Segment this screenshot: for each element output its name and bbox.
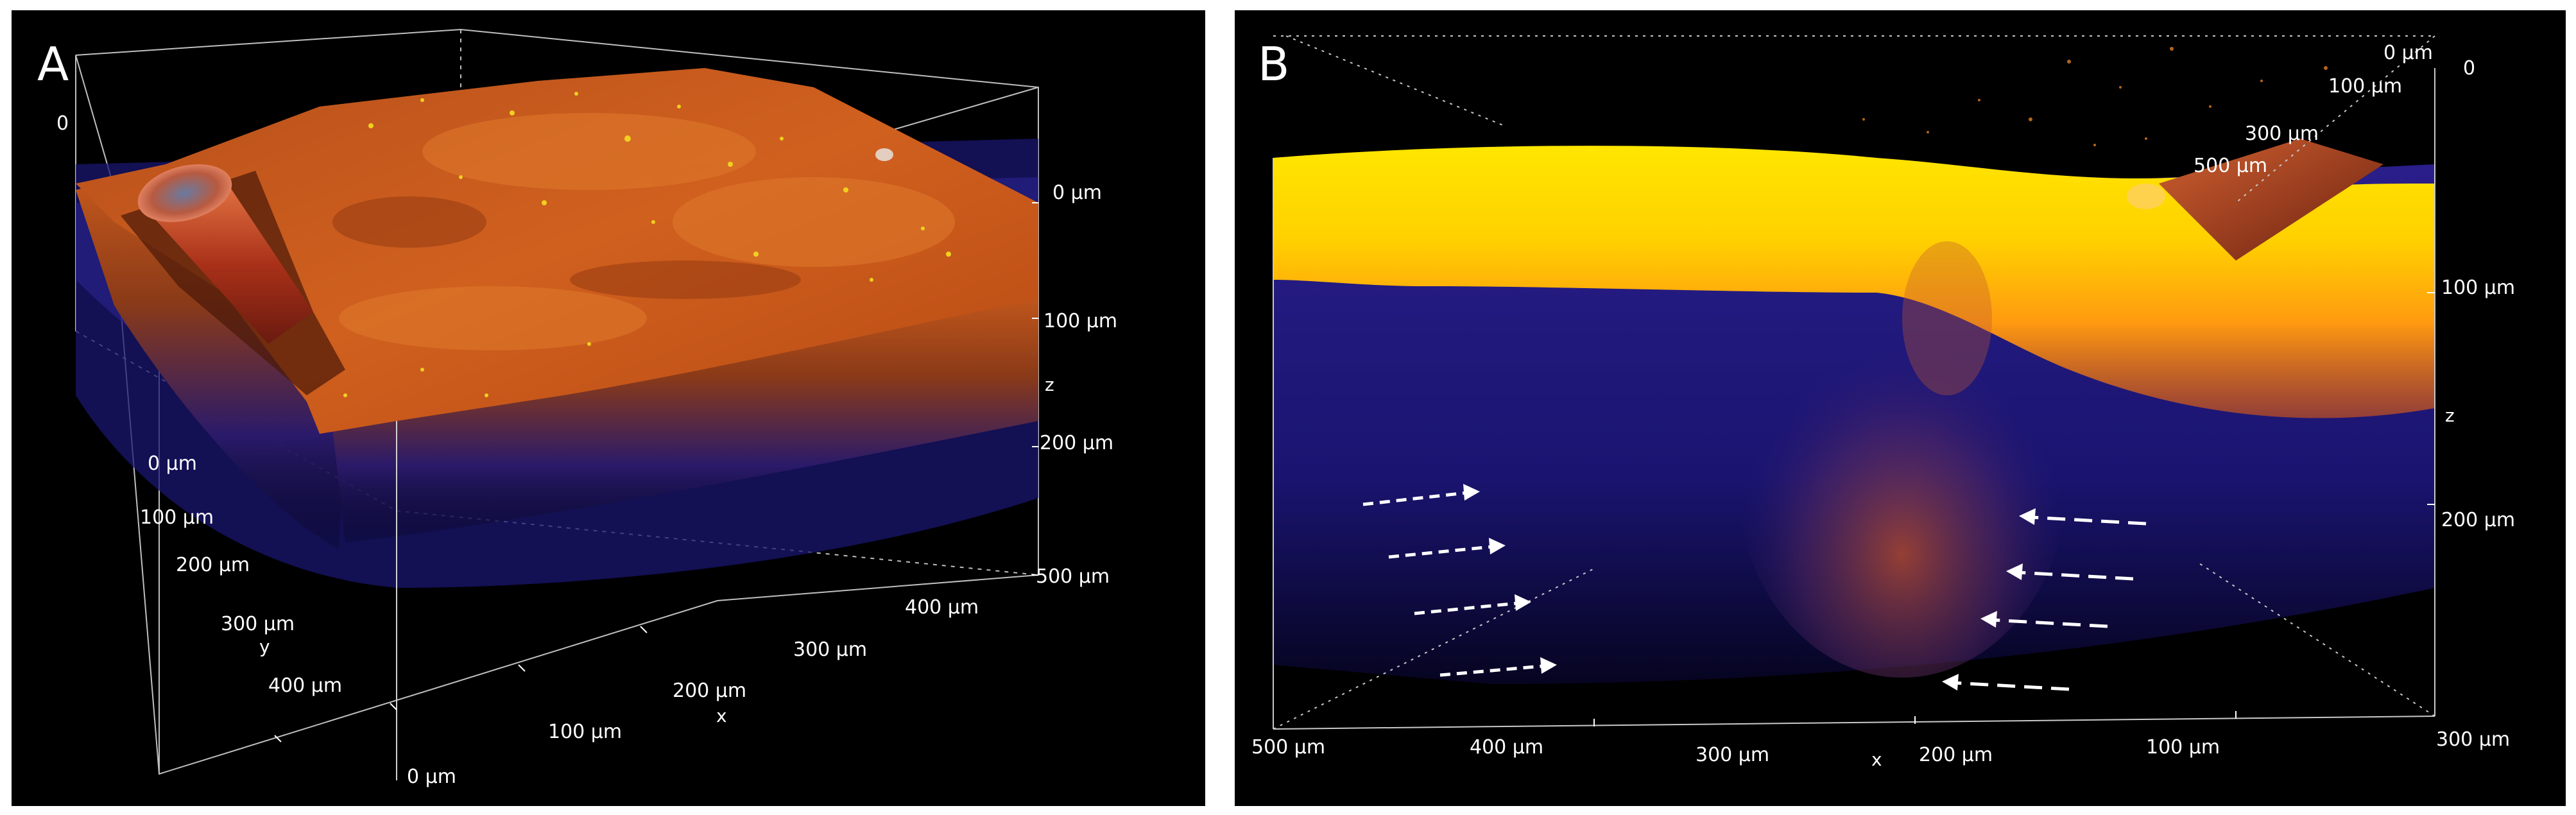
panel-a-left-face [76, 171, 345, 549]
panel-a-x-tick: 300 µm [793, 639, 868, 661]
panel-a-y-tick: 100 µm [140, 506, 214, 529]
panel-b-arrows-left [1953, 515, 2147, 691]
panel-b-top-axis-end: 0 [2463, 57, 2476, 80]
panel-a-y-tick: 200 µm [176, 554, 250, 576]
panel-b-letter: B [1258, 37, 1290, 91]
panel-b-cross-section-render: B 0 µm 0 100 µm 300 µm 500 µm 100 µm z 2… [1235, 10, 2566, 806]
panel-b-incision-wedge [2159, 139, 2383, 261]
panel-a-x-tick: 100 µm [548, 721, 623, 743]
panel-b-x-tick: 300 µm [1696, 744, 1770, 766]
panel-a-x-tick: 400 µm [905, 596, 979, 619]
panel-b-x-axis-name: x [1871, 749, 1882, 770]
panel-b-z-tick: 200 µm [2441, 509, 2516, 531]
panel-b-render-graphic [1273, 35, 2435, 730]
panel-a-z-tick: 200 µm [1040, 432, 1114, 454]
panel-a-tube [143, 187, 313, 344]
panel-b-x-tick: 200 µm [1919, 744, 1993, 766]
panel-a-z-tick: 500 µm [1036, 565, 1110, 588]
panel-a-y-tick: 0 µm [148, 452, 197, 475]
panel-b-top-tick: 300 µm [2245, 123, 2319, 145]
panel-b-x-tick: 400 µm [1470, 736, 1544, 759]
panel-a-z-tick: 100 µm [1043, 310, 1118, 332]
panel-a-y-tick: 400 µm [268, 674, 343, 697]
panel-a-y-axis-name: y [259, 636, 270, 657]
panel-b-x-tick: 500 µm [1251, 736, 1326, 759]
panel-b-top-tick: 0 µm [2383, 42, 2433, 64]
panel-b-top-tick: 500 µm [2194, 155, 2268, 177]
panel-a-x-tick: 0 µm [407, 766, 456, 788]
panel-a-origin-label: 0 [56, 112, 69, 135]
panel-b-bounding-box [1273, 35, 2435, 730]
panel-a-x-tick: 200 µm [673, 680, 747, 702]
panel-b-x-tick: 100 µm [2146, 736, 2220, 759]
panel-a-front-face [332, 286, 1038, 543]
panel-a-z-tick: 0 µm [1052, 182, 1102, 204]
panel-a-x-axis-name: x [716, 705, 727, 726]
panel-a-tick-marks [274, 202, 1038, 742]
panel-b-z-tick: 100 µm [2441, 277, 2516, 299]
panel-a-letter: A [37, 37, 69, 91]
panel-a-render-graphic [75, 28, 1039, 780]
panel-b-top-tick: 100 µm [2328, 75, 2403, 98]
panel-b-z-tick: 300 µm [2436, 728, 2511, 751]
panel-a-3d-render: A 0 0 µm 100 µm z 200 µm 500 µm 0 µm 100… [12, 10, 1205, 806]
panel-a-y-tick: 300 µm [221, 613, 295, 635]
panel-b-signal-plume [1735, 267, 2069, 678]
panel-a-z-axis-name: z [1045, 374, 1054, 395]
panel-b-z-axis-name: z [2445, 405, 2455, 426]
panel-a-tube-opening [137, 164, 232, 222]
panel-b-arrows-right [1362, 491, 1543, 677]
